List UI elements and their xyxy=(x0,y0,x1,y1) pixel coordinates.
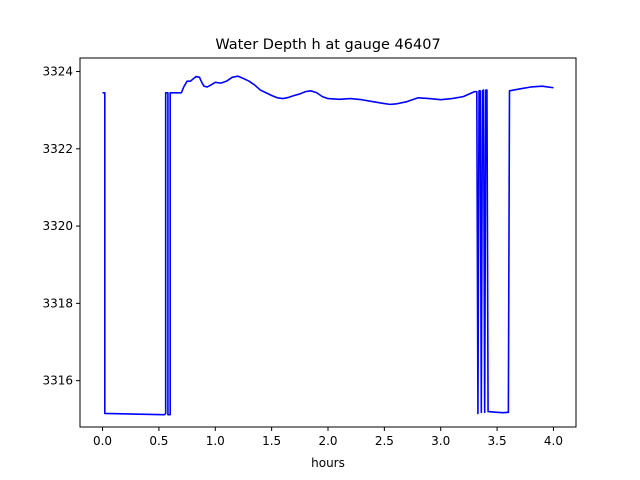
y-tick-label: 3324 xyxy=(42,65,73,79)
x-tick-label: 1.0 xyxy=(206,434,225,448)
y-tick-label: 3320 xyxy=(42,219,73,233)
x-tick-label: 1.5 xyxy=(262,434,281,448)
series-line-0 xyxy=(102,75,554,416)
series-layer xyxy=(102,75,554,416)
y-axis-ticks: 3316 3318 3320 3322 3324 xyxy=(42,65,80,388)
x-axis-ticks: 0.0 0.5 1.0 1.5 2.0 2.5 3.0 3.5 4.0 xyxy=(93,427,563,448)
x-tick-label: 3.0 xyxy=(431,434,450,448)
x-tick-label: 3.5 xyxy=(488,434,507,448)
y-tick-label: 3316 xyxy=(42,374,73,388)
plot-frame xyxy=(79,57,577,428)
chart-title: Water Depth h at gauge 46407 xyxy=(215,37,440,53)
x-tick-label: 0.0 xyxy=(93,434,112,448)
y-tick-label: 3322 xyxy=(42,142,73,156)
x-axis-label: hours xyxy=(311,456,345,470)
x-tick-label: 0.5 xyxy=(149,434,168,448)
x-tick-label: 2.5 xyxy=(375,434,394,448)
x-tick-label: 2.0 xyxy=(318,434,337,448)
x-tick-label: 4.0 xyxy=(544,434,563,448)
y-tick-label: 3318 xyxy=(42,296,73,310)
